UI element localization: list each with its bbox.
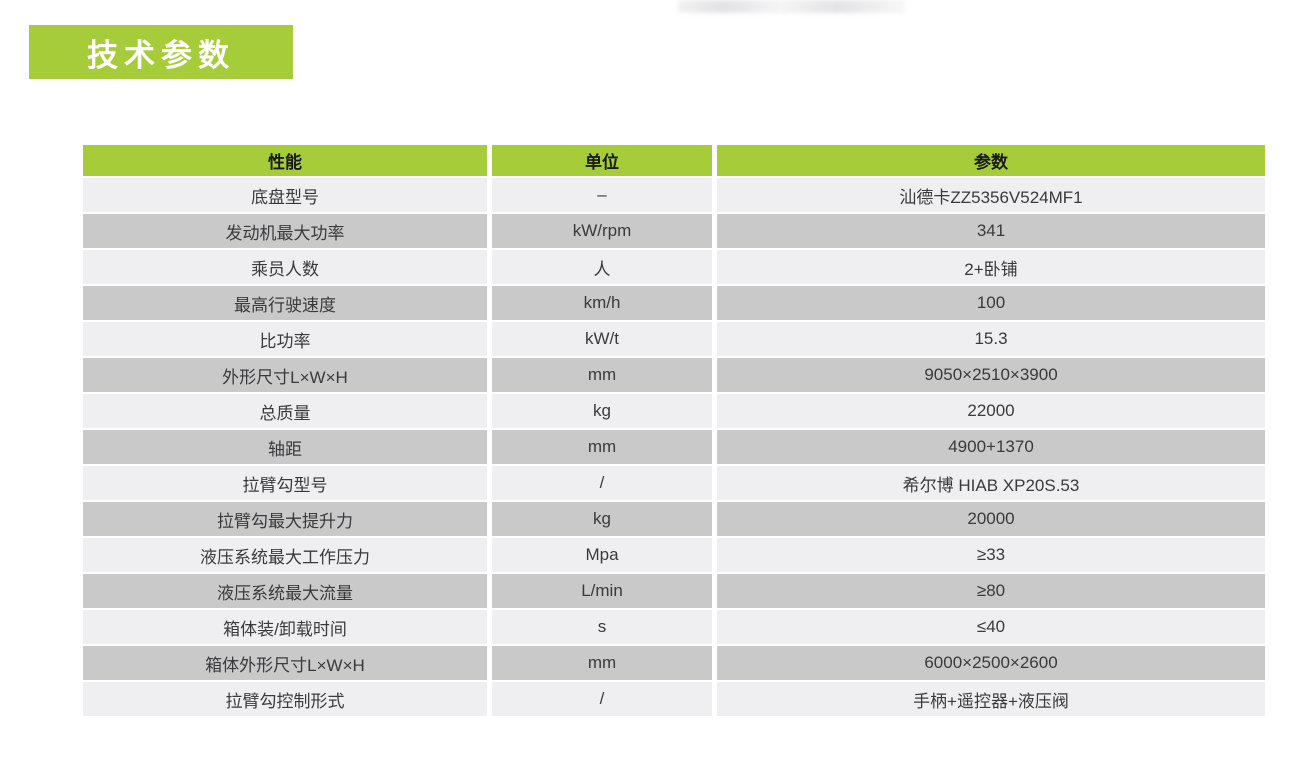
row-parameter-cell: 341	[717, 214, 1265, 248]
table-header-row: 性能 单位 参数	[83, 145, 1265, 176]
row-parameter-cell: ≤40	[717, 610, 1265, 644]
row-parameter-cell: 希尔博 HIAB XP20S.53	[717, 466, 1265, 500]
row-unit-cell: mm	[492, 358, 712, 392]
table-row: 外形尺寸L×W×H mm 9050×2510×3900	[83, 358, 1265, 392]
row-parameter-cell: 100	[717, 286, 1265, 320]
table-row: 拉臂勾控制形式 / 手柄+遥控器+液压阀	[83, 682, 1265, 716]
table-row: 拉臂勾最大提升力 kg 20000	[83, 502, 1265, 536]
row-unit-cell: /	[492, 682, 712, 716]
row-parameter-cell: ≥80	[717, 574, 1265, 608]
row-performance-cell: 总质量	[83, 394, 487, 428]
section-title-label: 技术参数	[87, 37, 235, 73]
row-parameter-cell: 汕德卡ZZ5356V524MF1	[717, 178, 1265, 212]
row-unit-cell: Mpa	[492, 538, 712, 572]
row-unit-cell: mm	[492, 430, 712, 464]
row-performance-cell: 外形尺寸L×W×H	[83, 358, 487, 392]
row-performance-cell: 发动机最大功率	[83, 214, 487, 248]
row-parameter-cell: 22000	[717, 394, 1265, 428]
row-parameter-cell: 20000	[717, 502, 1265, 536]
row-parameter-cell: ≥33	[717, 538, 1265, 572]
table-row: 发动机最大功率 kW/rpm 341	[83, 214, 1265, 248]
row-unit-cell: kg	[492, 502, 712, 536]
row-parameter-cell: 15.3	[717, 322, 1265, 356]
row-performance-cell: 比功率	[83, 322, 487, 356]
column-header-performance: 性能	[83, 145, 487, 176]
table-body: 底盘型号 – 汕德卡ZZ5356V524MF1 发动机最大功率 kW/rpm 341 乘员人…	[83, 178, 1265, 716]
row-unit-cell: –	[492, 178, 712, 212]
row-unit-cell: kg	[492, 394, 712, 428]
table-row: 拉臂勾型号 / 希尔博 HIAB XP20S.53	[83, 466, 1265, 500]
table-row: 底盘型号 – 汕德卡ZZ5356V524MF1	[83, 178, 1265, 212]
row-unit-cell: kW/rpm	[492, 214, 712, 248]
table-row: 乘员人数人 2+卧铺	[83, 250, 1265, 284]
row-performance-cell: 拉臂勾最大提升力	[83, 502, 487, 536]
table-row: 总质量 kg 22000	[83, 394, 1265, 428]
row-performance-cell: 最高行驶速度	[83, 286, 487, 320]
row-unit-cell: /	[492, 466, 712, 500]
table-row: 比功率 kW/t 15.3	[83, 322, 1265, 356]
row-parameter-cell: 6000×2500×2600	[717, 646, 1265, 680]
row-unit-cell: km/h	[492, 286, 712, 320]
section-title-badge: 技术参数	[29, 25, 293, 79]
row-performance-cell: 箱体装/卸载时间	[83, 610, 487, 644]
row-unit-cell: mm	[492, 646, 712, 680]
row-unit-cell: s	[492, 610, 712, 644]
table-row: 箱体装/卸载时间 s ≤40	[83, 610, 1265, 644]
row-performance-cell: 液压系统最大工作压力	[83, 538, 487, 572]
row-performance-cell: 拉臂勾控制形式	[83, 682, 487, 716]
row-parameter-cell: 4900+1370	[717, 430, 1265, 464]
table-row: 液压系统最大流量 L/min ≥80	[83, 574, 1265, 608]
table-row: 轴距 mm 4900+1370	[83, 430, 1265, 464]
row-unit-cell: 人	[492, 250, 712, 284]
row-unit-cell: kW/t	[492, 322, 712, 356]
cropped-image-artifact	[678, 0, 906, 13]
table-row: 液压系统最大工作压力 Mpa ≥33	[83, 538, 1265, 572]
row-parameter-cell: 手柄+遥控器+液压阀	[717, 682, 1265, 716]
row-performance-cell: 轴距	[83, 430, 487, 464]
row-performance-cell: 箱体外形尺寸L×W×H	[83, 646, 487, 680]
table-row: 最高行驶速度 km/h 100	[83, 286, 1265, 320]
column-header-unit: 单位	[492, 145, 712, 176]
row-parameter-cell: 2+卧铺	[717, 250, 1265, 284]
row-performance-cell: 拉臂勾型号	[83, 466, 487, 500]
table-row: 箱体外形尺寸L×W×H mm 6000×2500×2600	[83, 646, 1265, 680]
row-performance-cell: 液压系统最大流量	[83, 574, 487, 608]
row-parameter-cell: 9050×2510×3900	[717, 358, 1265, 392]
row-performance-cell: 乘员人数	[83, 250, 487, 284]
row-unit-cell: L/min	[492, 574, 712, 608]
spec-table: 性能 单位 参数 底盘型号 – 汕德卡ZZ5356V524MF1 发动机最大功率 kW/…	[83, 145, 1265, 718]
row-performance-cell: 底盘型号	[83, 178, 487, 212]
column-header-parameter: 参数	[717, 145, 1265, 176]
